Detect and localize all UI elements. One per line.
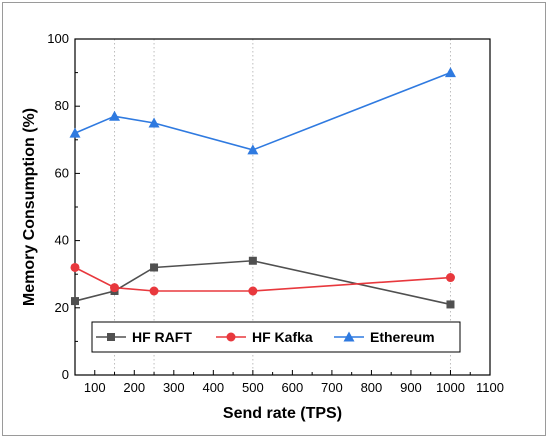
x-tick-label: 300	[163, 380, 185, 395]
x-tick-label: 700	[321, 380, 343, 395]
legend-box	[91, 321, 461, 353]
x-tick-label: 600	[282, 380, 304, 395]
series-hf-raft	[71, 256, 455, 309]
axes: 0 20 40 60 80 100 100 200 300 400 500 600 700 800 900 1…	[47, 31, 504, 395]
x-axis-title: Send rate (TPS)	[223, 405, 342, 422]
y-tick-label: 20	[55, 300, 69, 315]
y-tick-label: 100	[47, 31, 69, 46]
x-tick-label: 900	[400, 380, 422, 395]
series-line-hf-raft	[74, 259, 451, 306]
y-axis-title: Memory Consumption (%)	[21, 108, 38, 306]
data-point-hf-raft	[150, 263, 159, 272]
data-point-hf-kafka	[445, 273, 455, 283]
legend-marker-hf-raft	[107, 333, 115, 341]
data-point-hf-kafka	[149, 286, 159, 296]
legend-item-hf-kafka: HF Kafka	[216, 329, 313, 345]
data-point-hf-raft	[446, 300, 455, 309]
y-tick-label: 40	[55, 233, 69, 248]
vertical-guides	[114, 39, 451, 375]
y-tick-label: 80	[55, 98, 69, 113]
series-line-ethereum	[74, 71, 451, 151]
legend-item-hf-raft: HF RAFT	[96, 329, 192, 345]
data-point-hf-raft	[71, 297, 79, 306]
x-tick-label: 1100	[476, 380, 504, 395]
legend-marker-ethereum	[343, 331, 355, 342]
x-tick-label: 500	[242, 380, 264, 395]
y-tick-label: 60	[55, 165, 69, 180]
x-tick-label: 200	[123, 380, 145, 395]
legend-marker-hf-kafka	[226, 332, 236, 342]
chart-frame	[2, 2, 546, 436]
data-point-hf-raft	[248, 256, 257, 265]
legend-label: HF Kafka	[252, 329, 313, 345]
series-ethereum	[69, 67, 456, 155]
data-point-ethereum	[247, 144, 259, 155]
x-tick-label: 400	[202, 380, 224, 395]
legend-label: HF RAFT	[132, 329, 192, 345]
data-point-hf-kafka	[70, 262, 80, 272]
data-point-ethereum	[109, 110, 121, 121]
series-layer	[69, 67, 456, 309]
y-tick-label: 0	[62, 367, 69, 382]
data-point-hf-kafka	[248, 286, 258, 296]
x-tick-label: 100	[84, 380, 106, 395]
data-point-ethereum	[444, 67, 456, 78]
legend-label: Ethereum	[370, 329, 435, 345]
data-point-hf-kafka	[110, 283, 120, 293]
data-point-ethereum	[69, 127, 81, 138]
series-line-hf-kafka	[74, 266, 451, 292]
data-point-ethereum	[148, 117, 160, 128]
legend: HF RAFT HF Kafka Ethereum	[91, 321, 461, 353]
series-hf-kafka	[70, 262, 455, 296]
legend-item-ethereum: Ethereum	[334, 329, 435, 345]
x-tick-label: 1000	[436, 380, 465, 395]
x-tick-label: 800	[361, 380, 383, 395]
